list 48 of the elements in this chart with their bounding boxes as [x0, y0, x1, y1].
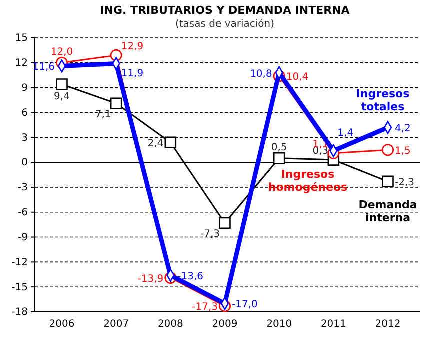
y-tick-label: 15: [15, 33, 28, 44]
x-tick-label: 2006: [49, 319, 75, 330]
data-label: 7,1: [95, 110, 112, 121]
point: [273, 152, 286, 164]
y-tick-label: -3: [18, 182, 28, 194]
data-label: 0,5: [271, 142, 288, 154]
x-tick-label: 2008: [158, 319, 184, 330]
data-label: -2,3: [395, 178, 415, 189]
point: [382, 144, 394, 156]
data-label: -13,6: [178, 271, 204, 282]
y-tick-label: 9: [22, 83, 28, 94]
y-tick-label: -15: [12, 282, 28, 294]
data-label: 9,4: [54, 91, 70, 102]
data-label: -17,3: [192, 302, 218, 314]
data-label: 12,9: [121, 41, 144, 52]
data-label: 10,4: [286, 72, 309, 84]
point: [56, 78, 68, 90]
chart-subtitle: (tasas de variación): [175, 19, 275, 30]
text: Demanda interna: [358, 198, 418, 225]
point: [164, 136, 177, 149]
series-label: Ingresos totales: [356, 88, 410, 114]
data-label: -13,9: [138, 274, 164, 285]
data-label: 1,4: [338, 128, 354, 139]
y-tick-label: -9: [18, 232, 28, 244]
data-label: 11,9: [121, 68, 144, 80]
chart-title: ING. TRIBUTARIOS Y DEMANDA INTERNA: [100, 4, 350, 17]
y-tick-label: 3: [22, 132, 28, 144]
x-tick-label: 2009: [212, 319, 238, 330]
x-tick-label: 2012: [375, 319, 401, 330]
data-label: -17,0: [232, 300, 258, 311]
data-label: -7,3: [200, 229, 220, 240]
x-tick-label: 2010: [266, 319, 292, 330]
data-label: 12,0: [50, 46, 74, 58]
data-label: 1,5: [395, 146, 411, 158]
point: [110, 98, 122, 110]
point: [382, 176, 394, 188]
x-tick-label: 2011: [320, 319, 346, 330]
data-label: 2,4: [148, 138, 164, 150]
y-tick-label: -18: [12, 307, 28, 318]
data-label: 10,8: [250, 68, 272, 80]
y-tick-label: 12: [15, 58, 28, 70]
data-label: 4,2: [395, 124, 411, 135]
point: [219, 217, 231, 230]
y-tick-label: 6: [22, 108, 28, 119]
x-tick-label: 2007: [104, 319, 130, 330]
y-tick-label: -6: [18, 208, 28, 219]
y-tick-label: -12: [12, 257, 28, 268]
y-tick-label: 0: [22, 158, 28, 169]
